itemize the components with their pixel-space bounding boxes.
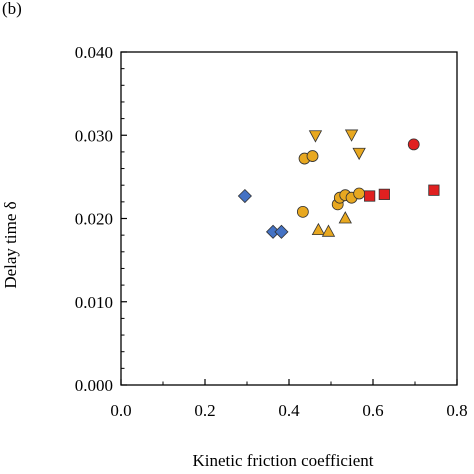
data-point-square	[378, 188, 390, 200]
y-axis-title: Delay time δ	[1, 201, 20, 288]
plot-frame	[120, 51, 458, 386]
data-point-triangle-up	[311, 222, 326, 236]
data-point-triangle-up	[321, 224, 336, 237]
data-point-triangle-down	[352, 147, 366, 161]
x-axis-title: Kinetic friction coefficient	[193, 451, 374, 470]
plot-axes: 0.0 0.2 0.4 0.6 0.8 0.000 0.010 0.020 0.030 0.040	[75, 43, 468, 420]
y-tick-label: 0.010	[75, 293, 113, 312]
x-tick-label: 0.0	[110, 401, 131, 420]
data-point-square	[364, 190, 376, 202]
data-point-circle	[407, 138, 420, 151]
y-tick-label: 0.040	[75, 43, 113, 62]
data-point-triangle-up	[338, 211, 352, 224]
x-tick-label: 0.6	[362, 401, 383, 420]
data-point-square	[428, 184, 440, 196]
data-point-circle	[306, 150, 319, 162]
panel-label: (b)	[2, 0, 22, 18]
y-tick-label: 0.030	[75, 126, 113, 145]
data-points	[237, 129, 440, 239]
x-tick-label: 0.4	[278, 401, 300, 420]
data-point-circle	[296, 205, 309, 218]
y-tick-label: 0.000	[75, 376, 113, 395]
data-point-diamond	[274, 224, 289, 239]
data-point-triangle-down	[344, 129, 359, 142]
y-tick-label: 0.020	[75, 210, 113, 229]
data-point-circle	[353, 187, 366, 200]
data-point-triangle-down	[308, 130, 323, 143]
x-tick-label: 0.8	[446, 401, 467, 420]
x-tick-label: 0.2	[194, 401, 215, 420]
data-point-diamond	[237, 188, 252, 204]
